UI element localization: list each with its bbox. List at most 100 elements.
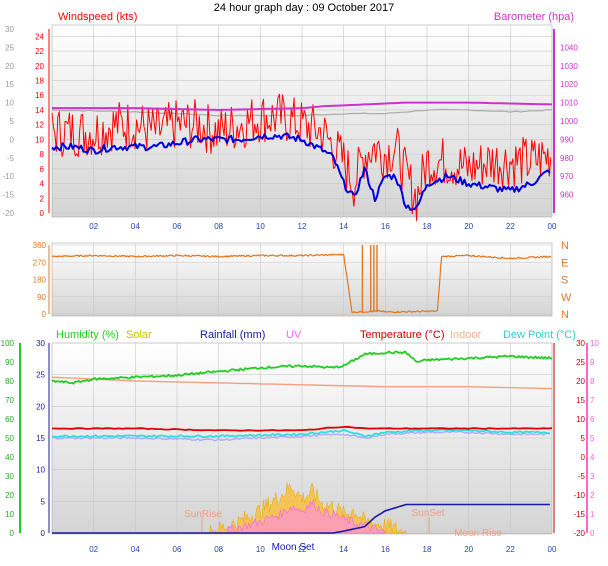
barometer-tick-label: 980 <box>560 154 574 163</box>
barometer-tick-label: 1010 <box>560 99 578 108</box>
x-tick-label: 18 <box>423 545 432 554</box>
x-tick-label: 22 <box>506 222 515 231</box>
moonrise-annotation: Moon Rise <box>454 528 502 539</box>
direction-tick-label: 180 <box>33 276 47 285</box>
compass-tick-label: N <box>561 240 569 252</box>
x-tick-label: 02 <box>89 545 98 554</box>
x-tick-label: 02 <box>89 222 98 231</box>
outer-tick-label: 15 <box>5 80 14 89</box>
compass-tick-label: S <box>561 275 568 287</box>
uv-area <box>218 498 386 534</box>
uv-tick-label: 5 <box>590 434 595 443</box>
humidity-tick-label: 30 <box>5 472 14 481</box>
windspeed-label: Windspeed (kts) <box>58 11 137 23</box>
humidity-tick-label: 100 <box>1 339 15 348</box>
barometer-tick-label: 1020 <box>560 80 578 89</box>
uv-tick-label: 7 <box>590 396 595 405</box>
windspeed-tick-label: 6 <box>40 165 45 174</box>
temperature-label: Temperature (°C) <box>360 329 444 341</box>
windspeed-tick-label: 22 <box>35 47 44 56</box>
direction-tick-label: 270 <box>33 258 47 267</box>
temperature-tick-label: -5 <box>578 472 586 481</box>
x-tick-label: 10 <box>256 222 265 231</box>
temperature-tick-label: 20 <box>576 377 585 386</box>
humidity-tick-label: 90 <box>5 358 14 367</box>
windspeed-tick-label: 2 <box>40 194 45 203</box>
rainfall-tick-label: 20 <box>36 402 45 411</box>
series-lines <box>51 93 553 534</box>
windspeed-gust-line <box>51 93 552 222</box>
x-tick-label: 12 <box>298 545 307 554</box>
temperature-tick-label: 0 <box>581 453 586 462</box>
outer-tick-label: -15 <box>2 191 14 200</box>
humidity-tick-label: 40 <box>5 453 14 462</box>
uv-tick-label: 8 <box>590 377 595 386</box>
temperature-tick-label: 15 <box>576 396 585 405</box>
windspeed-tick-label: 10 <box>35 135 44 144</box>
barometer-tick-label: 960 <box>560 191 574 200</box>
outer-tick-label: 10 <box>5 99 14 108</box>
uv-tick-label: 0 <box>590 529 595 538</box>
barometer-tick-label: 990 <box>560 135 574 144</box>
uv-tick-label: 4 <box>590 453 595 462</box>
uv-label: UV <box>286 329 302 341</box>
direction-tick-label: 0 <box>42 310 47 319</box>
humidity-tick-label: 10 <box>5 510 14 519</box>
outer-tick-label: -10 <box>2 172 14 181</box>
temperature-tick-label: -10 <box>573 491 585 500</box>
rainfall-tick-label: 5 <box>41 497 46 506</box>
barometer-line <box>52 101 553 111</box>
windspeed-tick-label: 24 <box>35 32 44 41</box>
dewpoint-alt-line <box>51 430 551 442</box>
rainfall-tick-label: 25 <box>36 371 45 380</box>
humidity-line <box>51 350 553 385</box>
indoor-label: Indoor <box>450 329 482 341</box>
x-tick-label: 14 <box>339 222 348 231</box>
windspeed-tick-label: 12 <box>35 121 44 130</box>
x-tick-label: 06 <box>173 545 182 554</box>
x-tick-label: 10 <box>256 545 265 554</box>
outer-tick-label: 20 <box>5 62 14 71</box>
barometer-gray-line <box>52 108 553 117</box>
x-tick-label: 08 <box>214 222 223 231</box>
temperature-tick-label: 30 <box>576 339 585 348</box>
humidity-tick-label: 0 <box>10 529 15 538</box>
windspeed-tick-label: 16 <box>35 91 44 100</box>
x-tick-label: 00 <box>548 222 557 231</box>
barometer-label: Barometer (hpa) <box>494 11 574 23</box>
outer-tick-label: 0 <box>10 135 15 144</box>
x-tick-label: 04 <box>131 222 140 231</box>
uv-tick-label: 6 <box>590 415 595 424</box>
outer-tick-label: -5 <box>7 154 15 163</box>
humidity-tick-label: 80 <box>5 377 14 386</box>
rainfall-tick-label: 15 <box>36 434 45 443</box>
chart-title: 24 hour graph day : 09 October 2017 <box>214 2 394 14</box>
temperature-tick-label: -15 <box>573 510 585 519</box>
compass-tick-label: W <box>561 292 572 304</box>
sunset-annotation: SunSet <box>412 508 445 519</box>
temperature-tick-label: 25 <box>576 358 585 367</box>
uv-tick-label: 10 <box>590 339 599 348</box>
solar-label: Solar <box>126 329 152 341</box>
temperature-tick-label: -20 <box>573 529 585 538</box>
humidity-tick-label: 60 <box>5 415 14 424</box>
humidity-tick-label: 20 <box>5 491 14 500</box>
rainfall-tick-label: 0 <box>41 529 46 538</box>
wind-direction-line <box>51 253 552 314</box>
uv-tick-label: 9 <box>590 358 595 367</box>
direction-tick-label: 90 <box>37 293 46 302</box>
barometer-tick-label: 1030 <box>560 62 578 71</box>
moonset-annotation: Moon Set <box>272 542 315 553</box>
x-tick-label: 08 <box>214 545 223 554</box>
uv-tick-label: 2 <box>590 491 595 500</box>
barometer-tick-label: 970 <box>560 172 574 181</box>
outer-tick-label: -20 <box>2 209 14 218</box>
humidity-tick-label: 50 <box>5 434 14 443</box>
uv-tick-label: 1 <box>590 510 595 519</box>
temperature-line <box>52 425 553 432</box>
rainfall-line <box>52 503 550 534</box>
humidity-label: Humidity (%) <box>56 329 119 341</box>
sunrise-annotation: SunRise <box>184 509 222 520</box>
